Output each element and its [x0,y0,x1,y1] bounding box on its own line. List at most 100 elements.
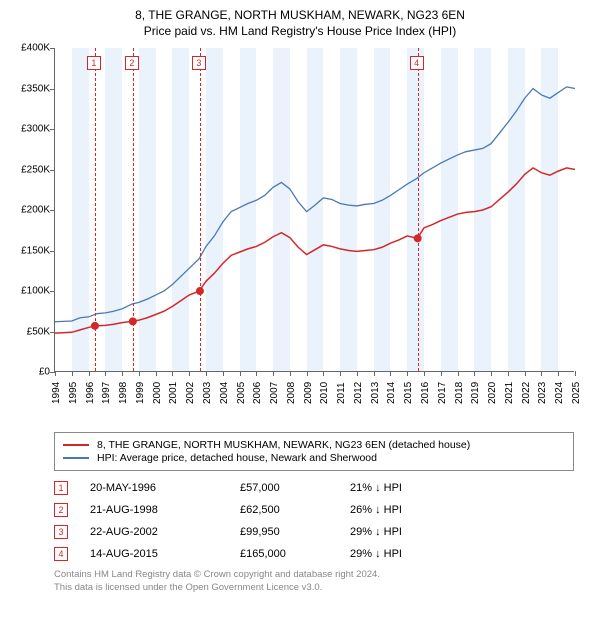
x-axis-label: 2017 [437,382,448,404]
sale-row-marker: 2 [54,503,68,517]
x-axis-label: 2019 [470,382,481,404]
x-axis-label: 2004 [219,382,230,404]
legend-box: 8, THE GRANGE, NORTH MUSKHAM, NEWARK, NG… [54,432,574,471]
x-tick [491,371,492,376]
y-tick [50,332,55,333]
x-axis-label: 1994 [51,382,62,404]
y-axis-label: £300K [21,124,50,135]
x-tick [525,371,526,376]
x-tick [240,371,241,376]
x-axis-label: 2018 [454,382,465,404]
legend-swatch [63,444,89,446]
sale-price: £99,950 [240,526,350,538]
x-tick [508,371,509,376]
sale-vline [95,48,96,371]
y-tick [50,251,55,252]
x-axis-label: 2012 [353,382,364,404]
x-tick [424,371,425,376]
y-tick [50,210,55,211]
x-axis-label: 2016 [420,382,431,404]
plot-region [54,48,574,372]
x-tick [441,371,442,376]
chart-title: 8, THE GRANGE, NORTH MUSKHAM, NEWARK, NG… [10,8,590,38]
y-tick [50,129,55,130]
sales-table: 1 20-MAY-1996£57,00021% ↓ HPI 2 21-AUG-1998… [54,477,574,565]
sale-vline [133,48,134,371]
sale-date: 14-AUG-2015 [90,548,240,560]
x-tick [72,371,73,376]
x-axis-label: 2024 [554,382,565,404]
x-axis-label: 2001 [168,382,179,404]
x-axis-label: 1997 [101,382,112,404]
legend-label: HPI: Average price, detached house, Newa… [97,452,377,464]
sale-row: 1 20-MAY-1996£57,00021% ↓ HPI [54,477,574,499]
x-tick [458,371,459,376]
x-tick [407,371,408,376]
y-axis-label: £50K [27,326,50,337]
x-tick [541,371,542,376]
x-tick [256,371,257,376]
x-axis-label: 2013 [370,382,381,404]
x-axis-label: 2003 [202,382,213,404]
x-tick [122,371,123,376]
x-tick [223,371,224,376]
x-axis-label: 2009 [303,382,314,404]
sale-price: £165,000 [240,548,350,560]
x-tick [374,371,375,376]
x-axis-label: 2025 [571,382,582,404]
y-axis-label: £150K [21,245,50,256]
legend-swatch [63,457,89,459]
footnote-line2: This data is licensed under the Open Gov… [54,582,590,595]
x-tick [290,371,291,376]
sale-vline [418,48,419,371]
sale-date: 20-MAY-1996 [90,482,240,494]
x-axis-label: 2000 [152,382,163,404]
y-axis-label: £350K [21,83,50,94]
x-axis-label: 2015 [403,382,414,404]
x-tick [139,371,140,376]
x-tick [172,371,173,376]
x-axis-label: 2010 [319,382,330,404]
sale-diff: 29% ↓ HPI [350,526,460,538]
sale-date: 21-AUG-1998 [90,504,240,516]
y-tick [50,48,55,49]
x-tick [105,371,106,376]
sale-marker-1: 1 [87,56,101,70]
y-axis-label: £200K [21,205,50,216]
x-axis-label: 1996 [85,382,96,404]
x-axis-label: 1999 [135,382,146,404]
legend-label: 8, THE GRANGE, NORTH MUSKHAM, NEWARK, NG… [97,439,470,451]
x-axis-label: 1995 [68,382,79,404]
chart-area: £0£50K£100K£150K£200K£250K£300K£350K£400… [10,44,590,414]
x-axis-label: 2014 [386,382,397,404]
legend-item: HPI: Average price, detached house, Newa… [63,452,565,464]
y-tick [50,89,55,90]
x-tick [55,371,56,376]
x-tick [474,371,475,376]
chart-container: { "title": { "line1": "8, THE GRANGE, NO… [0,0,600,601]
x-tick [575,371,576,376]
x-axis-label: 2021 [504,382,515,404]
sale-diff: 21% ↓ HPI [350,482,460,494]
y-axis-label: £0 [39,367,50,378]
y-axis-label: £250K [21,164,50,175]
x-axis-label: 2005 [236,382,247,404]
sale-row: 414-AUG-2015£165,00029% ↓ HPI [54,543,574,565]
title-subtitle: Price paid vs. HM Land Registry's House … [10,24,590,38]
x-tick [307,371,308,376]
sale-marker-4: 4 [410,56,424,70]
y-tick [50,291,55,292]
sale-vline [200,48,201,371]
x-axis-label: 2008 [286,382,297,404]
sale-row-marker: 3 [54,525,68,539]
sale-marker-3: 3 [192,56,206,70]
x-tick [357,371,358,376]
y-axis-label: £100K [21,286,50,297]
x-axis-label: 2006 [252,382,263,404]
x-axis-label: 2022 [521,382,532,404]
x-axis-label: 1998 [118,382,129,404]
sale-row: 221-AUG-1998£62,50026% ↓ HPI [54,499,574,521]
sale-row-marker: 1 [54,481,68,495]
sale-price: £57,000 [240,482,350,494]
x-tick [558,371,559,376]
